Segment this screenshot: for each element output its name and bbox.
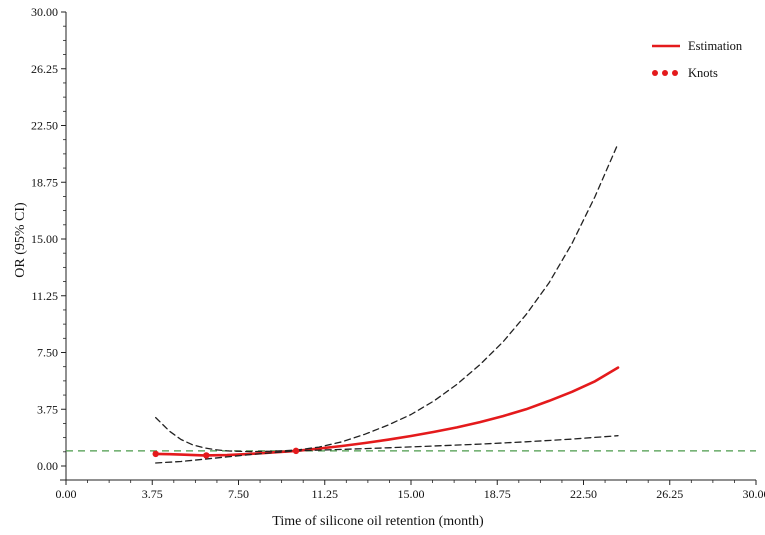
legend-estimation-label: Estimation <box>688 39 743 53</box>
x-tick-label: 22.50 <box>570 487 597 501</box>
x-tick-label: 30.00 <box>743 487 765 501</box>
y-tick-label: 30.00 <box>31 5 58 19</box>
y-tick-label: 7.50 <box>37 346 58 360</box>
x-tick-label: 0.00 <box>56 487 77 501</box>
estimation-line <box>154 366 620 457</box>
y-tick-label: 15.00 <box>31 232 58 246</box>
knot-point <box>152 450 159 458</box>
y-tick-label: 18.75 <box>31 175 58 189</box>
ci-lower-line <box>155 435 619 464</box>
ci-upper-line <box>155 143 619 453</box>
x-axis-title: Time of silicone oil retention (month) <box>272 514 484 529</box>
legend-knots-label: Knots <box>688 66 718 80</box>
legend-knots-swatch <box>662 70 668 76</box>
y-tick-label: 11.25 <box>31 289 58 303</box>
x-tick-label: 26.25 <box>656 487 683 501</box>
x-tick-label: 18.75 <box>484 487 511 501</box>
x-tick-label: 7.50 <box>228 487 249 501</box>
knot-point <box>203 452 210 459</box>
y-tick-label: 26.25 <box>31 62 58 76</box>
y-axis-title: OR (95% CI) <box>13 202 28 278</box>
chart-marks <box>66 143 756 464</box>
knot-point <box>292 447 300 455</box>
y-tick-label: 22.50 <box>31 119 58 133</box>
legend-knots-swatch <box>652 70 658 76</box>
y-tick-label: 0.00 <box>37 459 58 473</box>
legend: Estimation Knots <box>652 39 743 80</box>
x-tick-label: 15.00 <box>398 487 425 501</box>
y-tick-label: 3.75 <box>37 402 58 416</box>
x-tick-label: 3.75 <box>142 487 163 501</box>
axes: 0.00 3.75 7.50 11.25 15.00 18.75 22.50 26.25 30.… <box>31 5 765 501</box>
x-tick-label: 11.25 <box>311 487 338 501</box>
legend-knots-swatch <box>672 70 678 76</box>
